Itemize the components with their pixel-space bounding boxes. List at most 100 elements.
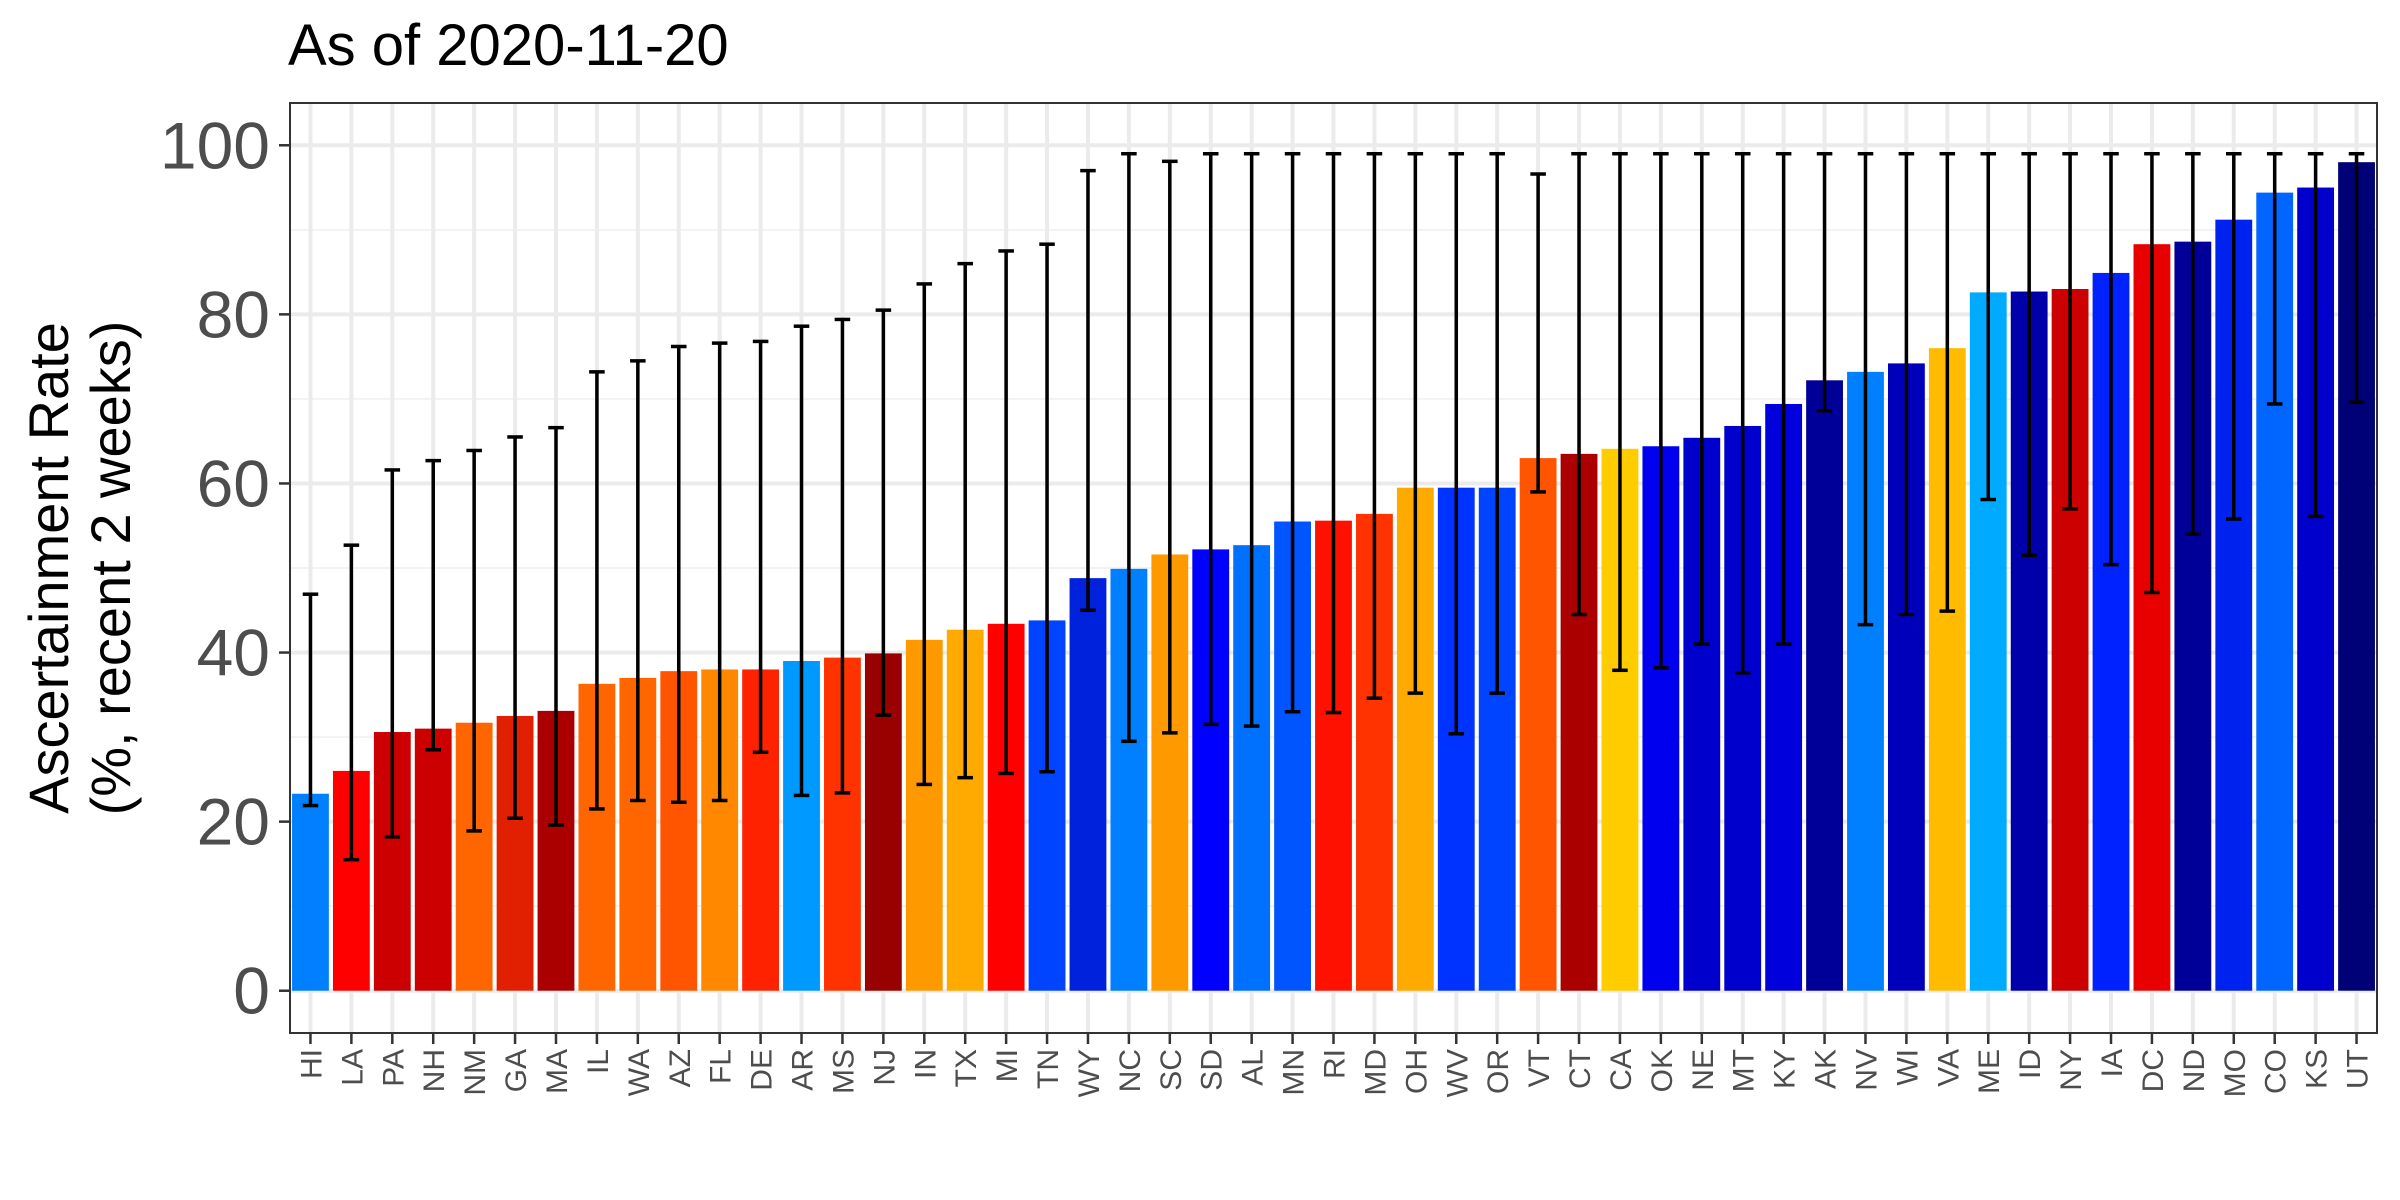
error-bar-ut — [2348, 151, 2365, 405]
y-tick-label: 40 — [197, 616, 270, 690]
x-tick-label: LA — [336, 1049, 369, 1086]
x-tick-label: MN — [1278, 1049, 1311, 1096]
x-tick-label: TN — [1032, 1049, 1065, 1089]
error-bar-oh — [1407, 151, 1424, 695]
x-tick-label: NC — [1114, 1049, 1147, 1092]
x-tick-label: MS — [827, 1049, 860, 1094]
x-tick-label: AR — [787, 1049, 820, 1091]
error-bar-wy — [1080, 168, 1096, 613]
error-bar-hi — [302, 592, 319, 808]
x-tick-label: IL — [582, 1049, 615, 1074]
x-tick-label: KY — [1769, 1049, 1802, 1089]
x-tick-label: WY — [1073, 1049, 1106, 1097]
x-tick-label: CA — [1605, 1049, 1638, 1091]
bar-ak — [1806, 380, 1843, 991]
x-tick-label: HI — [295, 1049, 328, 1079]
x-tick-label: MA — [541, 1049, 574, 1094]
y-axis: 0 20 40 60 80 100 — [160, 108, 290, 1028]
error-bar-nm — [466, 448, 482, 833]
error-bar-ks — [2307, 151, 2324, 519]
x-axis: HI LA PA NH NM GA MA IL WA AZ FL DE AR MS NJ IN TX MI TN WY… — [295, 1033, 2375, 1097]
error-bar-sd — [1202, 151, 1219, 727]
x-tick-label: SD — [1196, 1049, 1229, 1091]
error-bar-md — [1366, 151, 1383, 700]
error-bar-wi — [1898, 151, 1915, 617]
error-bar-ak — [1816, 151, 1833, 413]
x-tick-label: NH — [418, 1049, 451, 1092]
y-axis-title-line-1: Ascertainment Rate — [17, 322, 80, 814]
x-tick-label: OR — [1482, 1049, 1515, 1094]
y-tick-label: 80 — [197, 277, 270, 351]
error-bar-nc — [1121, 151, 1137, 744]
x-tick-label: WA — [623, 1049, 656, 1096]
error-bar-mn — [1284, 151, 1301, 714]
error-bar-id — [2021, 151, 2037, 558]
x-tick-label: CO — [2260, 1049, 2293, 1094]
error-bar-ny — [2062, 151, 2078, 511]
error-bar-wa — [630, 359, 646, 803]
error-bar-ga — [507, 435, 523, 821]
bar-nh — [414, 728, 452, 991]
x-tick-label: IA — [2096, 1049, 2129, 1077]
x-tick-label: AZ — [664, 1049, 697, 1087]
error-bar-mi — [998, 249, 1014, 776]
x-tick-label: NV — [1850, 1049, 1883, 1091]
error-bar-vt — [1530, 172, 1546, 494]
bar-vt — [1519, 458, 1557, 991]
error-bar-ok — [1653, 151, 1669, 670]
y-axis-title-line-2: (%, recent 2 weeks) — [79, 321, 142, 816]
error-bar-ne — [1694, 151, 1710, 646]
x-tick-label: DC — [2137, 1049, 2170, 1092]
error-bar-nh — [425, 458, 442, 752]
x-tick-label: VA — [1932, 1049, 1965, 1087]
x-tick-label: AL — [1237, 1049, 1270, 1086]
x-tick-label: KS — [2301, 1049, 2334, 1089]
error-bar-de — [752, 339, 769, 755]
error-bar-va — [1939, 151, 1956, 613]
error-bar-ca — [1612, 151, 1628, 673]
error-bar-al — [1243, 151, 1260, 728]
error-bar-az — [670, 344, 687, 804]
y-tick-label: 60 — [197, 446, 270, 520]
error-bar-me — [1980, 151, 1997, 502]
error-bar-nj — [875, 308, 892, 717]
error-bar-co — [2266, 151, 2283, 406]
x-tick-label: PA — [377, 1049, 410, 1087]
error-bar-la — [343, 543, 360, 862]
error-bar-mo — [2225, 151, 2242, 521]
y-axis-title: Ascertainment Rate (%, recent 2 weeks) — [17, 321, 142, 816]
error-bar-fl — [711, 341, 728, 803]
bars — [292, 162, 2375, 991]
x-tick-label: OK — [1646, 1049, 1679, 1092]
error-bar-nv — [1857, 151, 1874, 627]
y-tick-label: 0 — [233, 954, 270, 1028]
error-bar-ri — [1325, 151, 1342, 715]
x-tick-label: MD — [1359, 1049, 1392, 1096]
error-bar-sc — [1162, 159, 1178, 735]
x-tick-label: ND — [2178, 1049, 2211, 1092]
x-tick-label: NY — [2055, 1049, 2088, 1091]
error-bar-or — [1489, 151, 1505, 695]
x-tick-label: OH — [1400, 1049, 1433, 1094]
x-tick-label: TX — [950, 1049, 983, 1087]
chart-title: As of 2020-11-20 — [288, 13, 729, 78]
error-bar-ky — [1775, 151, 1792, 646]
x-tick-label: GA — [500, 1049, 533, 1092]
error-bar-tx — [957, 261, 973, 780]
error-bar-tn — [1039, 242, 1055, 774]
error-bar-in — [916, 282, 933, 787]
x-tick-label: NM — [459, 1049, 492, 1096]
x-tick-label: ME — [1973, 1049, 2006, 1094]
error-bar-wv — [1448, 151, 1465, 736]
x-tick-label: WI — [1891, 1049, 1924, 1086]
x-tick-label: DE — [746, 1049, 779, 1091]
error-bar-mt — [1734, 151, 1751, 675]
x-tick-label: MI — [991, 1049, 1024, 1082]
x-tick-label: WV — [1441, 1049, 1474, 1097]
x-tick-label: SC — [1155, 1049, 1188, 1091]
y-tick-label: 100 — [160, 108, 270, 182]
x-tick-label: NE — [1687, 1049, 1720, 1091]
bar-wy — [1069, 578, 1107, 991]
error-bar-dc — [2144, 151, 2160, 595]
